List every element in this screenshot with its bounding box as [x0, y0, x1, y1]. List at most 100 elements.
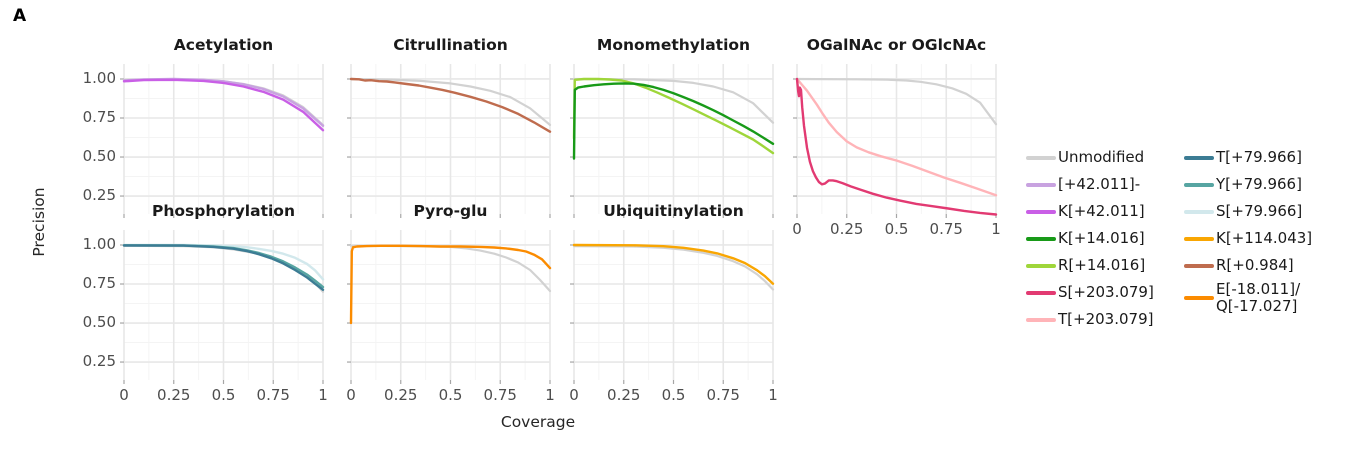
legend-item-k-42-011: K[+42.011] — [1026, 198, 1154, 225]
y-axis-label: Precision — [30, 187, 48, 257]
x-tick-label: 0.5 — [884, 220, 909, 238]
legend-swatch-icon — [1026, 317, 1056, 322]
x-tick-label: 0.5 — [211, 386, 236, 404]
x-tick-label: 0 — [569, 386, 579, 404]
y-tick-label: 0.50 — [82, 147, 116, 166]
series-line-r-0-984 — [349, 77, 552, 133]
panel-title-monomethylation: Monomethylation — [596, 36, 751, 54]
series-line-t-79-966 — [122, 244, 325, 291]
x-axis-label: Coverage — [500, 413, 576, 431]
legend-swatch-icon — [1184, 209, 1214, 214]
legend-swatch-icon — [1184, 296, 1214, 300]
legend-item-s-203-079: S[+203.079] — [1026, 279, 1154, 306]
y-tick-label: 0.75 — [82, 108, 116, 126]
legend-swatch-icon — [1184, 182, 1214, 187]
legend-label: K[+14.016] — [1058, 229, 1145, 247]
series-line-r-14-016 — [572, 77, 775, 155]
legend-swatch-icon — [1184, 263, 1214, 268]
legend-swatch-icon — [1026, 290, 1056, 295]
series-line-unmodified — [572, 77, 775, 124]
plot-area-pyro-glu — [347, 230, 552, 384]
x-tick-label: 0.75 — [706, 386, 740, 404]
panel-title-ubiquitinylation: Ubiquitinylation — [603, 202, 744, 220]
legend-item-e-18-011-q-17-027: E[-18.011]/ Q[-17.027] — [1184, 279, 1312, 317]
y-tick-label: 0.75 — [82, 274, 116, 292]
series-line-t-203-079 — [795, 77, 998, 197]
series-line-k-14-016 — [572, 82, 775, 160]
legend-swatch-icon — [1026, 209, 1056, 214]
x-tick-label: 0.75 — [256, 386, 290, 404]
legend-swatch-icon — [1026, 182, 1056, 187]
legend-swatch-icon — [1026, 263, 1056, 268]
x-tick-label: 0 — [346, 386, 356, 404]
panel-title-pyro-glu: Pyro-glu — [413, 202, 488, 220]
x-tick-label: 1 — [545, 386, 555, 404]
legend-item-42-011: [+42.011]- — [1026, 171, 1154, 198]
legend-label: K[+42.011] — [1058, 202, 1145, 220]
legend-column-2: T[+79.966] Y[+79.966] S[+79.966] K[+114.043… — [1184, 144, 1312, 317]
x-tick-label: 1 — [768, 386, 778, 404]
plot-area-phosphorylation — [120, 230, 325, 384]
x-tick-label: 1 — [991, 220, 1001, 238]
y-tick-label: 0.25 — [82, 186, 116, 205]
legend-label: R[+0.984] — [1216, 256, 1294, 274]
plot-area-citrullination — [347, 64, 552, 218]
panel-title-acetylation: Acetylation — [173, 36, 274, 54]
y-tick-label: 0.50 — [82, 313, 116, 332]
legend-label: [+42.011]- — [1058, 175, 1141, 193]
plot-area-monomethylation — [570, 64, 775, 218]
legend-item-t-79-966: T[+79.966] — [1184, 144, 1312, 171]
series-line-s-203-079 — [795, 77, 998, 216]
legend-item-s-79-966: S[+79.966] — [1184, 198, 1312, 225]
y-tick-label: 0.25 — [82, 352, 116, 371]
legend-label: S[+203.079] — [1058, 283, 1154, 301]
legend-item-unmodified: Unmodified — [1026, 144, 1154, 171]
legend-label: T[+79.966] — [1216, 148, 1302, 166]
x-tick-label: 0.25 — [607, 386, 641, 404]
plot-area-ogalnac-or-oglcnac — [793, 64, 998, 218]
x-tick-label: 0.25 — [384, 386, 418, 404]
legend-swatch-icon — [1026, 155, 1056, 160]
series-line-unmodified — [795, 77, 998, 126]
series-line-k-42-011 — [122, 78, 325, 132]
legend-swatch-icon — [1184, 155, 1214, 160]
x-tick-label: 0.75 — [929, 220, 963, 238]
y-tick-label: 1.00 — [82, 234, 116, 253]
x-tick-label: 0.25 — [157, 386, 191, 404]
legend-label: E[-18.011]/ Q[-17.027] — [1216, 280, 1301, 315]
legend-item-t-203-079: T[+203.079] — [1026, 306, 1154, 333]
panel-title-phosphorylation: Phosphorylation — [152, 202, 295, 220]
figure-panel-label: A — [13, 6, 27, 26]
x-tick-label: 0.75 — [483, 386, 517, 404]
legend-item-r-14-016: R[+14.016] — [1026, 252, 1154, 279]
x-tick-label: 0 — [792, 220, 802, 238]
x-tick-label: 0.5 — [438, 386, 463, 404]
legend-column-1: Unmodified [+42.011]- K[+42.011] K[+14.016]… — [1026, 144, 1154, 333]
x-tick-label: 0.5 — [661, 386, 686, 404]
legend-item-y-79-966: Y[+79.966] — [1184, 171, 1312, 198]
x-tick-label: 0 — [119, 386, 129, 404]
series-line-unmodified — [349, 77, 552, 127]
legend-swatch-icon — [1184, 236, 1214, 241]
panel-title-ogalnac-or-oglcnac: OGalNAc or OGlcNAc — [806, 36, 987, 54]
series-line-k-114-043 — [572, 243, 775, 285]
legend-label: Unmodified — [1058, 148, 1145, 166]
legend-label: S[+79.966] — [1216, 202, 1303, 220]
y-tick-label: 1.00 — [82, 68, 116, 87]
legend-label: Y[+79.966] — [1216, 175, 1302, 193]
legend-label: R[+14.016] — [1058, 256, 1146, 274]
x-tick-label: 1 — [318, 386, 328, 404]
legend-label: K[+114.043] — [1216, 229, 1313, 247]
legend-swatch-icon — [1026, 236, 1056, 241]
series-line-e-18-011-q-17-027 — [349, 244, 552, 325]
series-line-unmodified — [572, 245, 775, 291]
legend-item-k-14-016: K[+14.016] — [1026, 225, 1154, 252]
x-tick-label: 0.25 — [830, 220, 864, 238]
legend-item-r-0-984: R[+0.984] — [1184, 252, 1312, 279]
plot-area-acetylation — [120, 64, 325, 218]
panel-title-citrullination: Citrullination — [393, 36, 508, 54]
plot-area-ubiquitinylation — [570, 230, 775, 384]
legend-label: T[+203.079] — [1058, 310, 1154, 328]
legend-item-k-114-043: K[+114.043] — [1184, 225, 1312, 252]
